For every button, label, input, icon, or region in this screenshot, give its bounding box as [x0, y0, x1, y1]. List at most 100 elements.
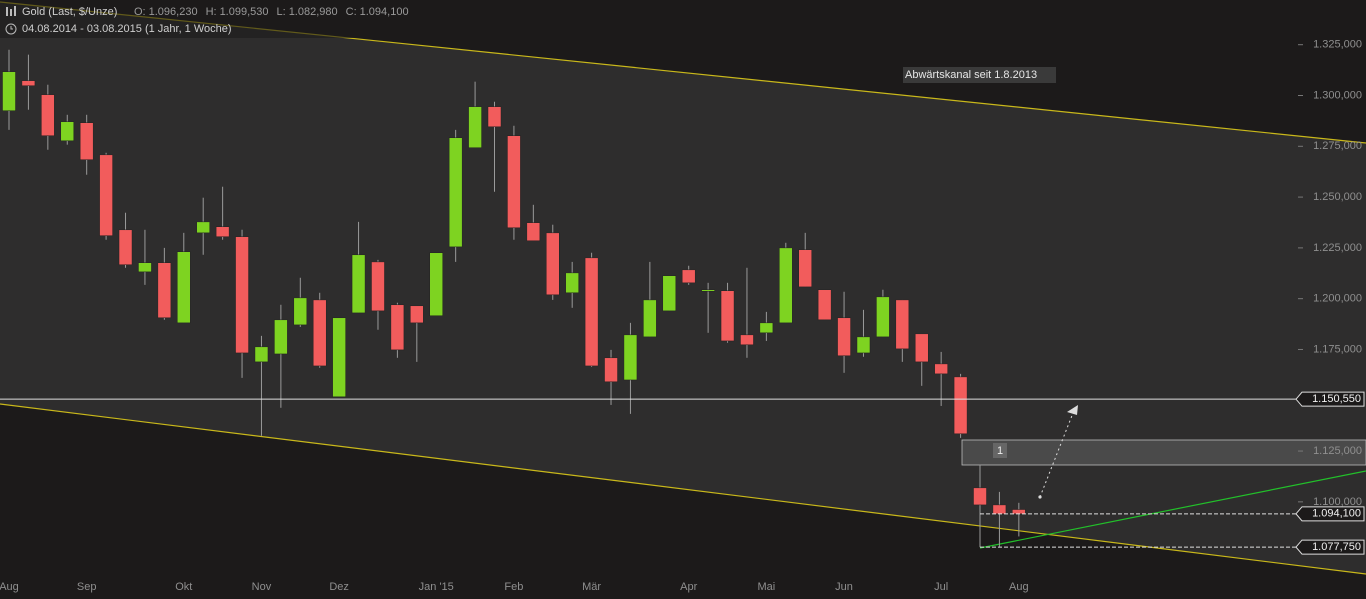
arrow-head	[1067, 405, 1078, 415]
annotation: Abwärtskanal seit 1.8.2013	[905, 69, 1037, 81]
candle-body	[351, 254, 366, 314]
candle-body	[565, 272, 579, 294]
plot	[2, 49, 1026, 548]
y-tick-label: 1.275,000	[1313, 140, 1362, 152]
candle-body	[235, 236, 249, 354]
arrow-line	[1039, 412, 1074, 498]
candle-body	[740, 334, 754, 346]
clock-icon	[5, 23, 17, 35]
candle-body	[953, 376, 968, 435]
zone-label-box	[993, 443, 1007, 458]
candle-body	[604, 357, 618, 383]
x-tick-label: Sep	[77, 581, 97, 593]
candle-body	[215, 226, 230, 237]
candle-body	[41, 94, 55, 136]
candle-body	[390, 304, 405, 351]
candle-body	[584, 257, 599, 367]
candle-body	[934, 363, 948, 375]
candle-body	[79, 122, 94, 160]
candle-body	[157, 262, 172, 319]
price-tag	[1295, 539, 1365, 555]
channel-lower	[0, 403, 1366, 575]
arrow-start	[1038, 495, 1042, 499]
candle-body	[643, 299, 657, 338]
x-tick-label: Mär	[582, 581, 601, 593]
candle-body	[876, 296, 890, 338]
header-value: 1.082,980	[289, 6, 338, 18]
header-key: H:	[206, 6, 217, 18]
x-tick-label: Mai	[758, 581, 776, 593]
support-line	[979, 470, 1366, 549]
candle-body	[2, 71, 16, 111]
zone-label: 1	[997, 445, 1003, 457]
price-tag	[1295, 506, 1365, 522]
y-tick-label: 1.250,000	[1313, 191, 1362, 203]
x-tick-label: Apr	[680, 581, 697, 593]
candle-body	[526, 222, 541, 242]
y-tick-label: 1.175,000	[1313, 343, 1362, 355]
candle-body	[274, 319, 288, 355]
candle-body	[448, 137, 463, 248]
candle-body	[895, 299, 910, 350]
x-tick-label: Aug	[1009, 581, 1029, 593]
candle-body	[681, 269, 696, 284]
candle-body	[759, 322, 774, 334]
candle-body	[1012, 509, 1026, 515]
candle-body	[371, 261, 385, 312]
x-tick-label: Feb	[504, 581, 523, 593]
candle-body	[487, 106, 502, 128]
candle-body	[429, 252, 443, 316]
candle-body	[546, 232, 560, 296]
x-tick-label: Dez	[329, 581, 349, 593]
candle-body	[817, 289, 832, 321]
zone-box	[961, 439, 1366, 466]
candle-body	[196, 221, 210, 234]
candle-body	[914, 333, 929, 363]
header-icon	[6, 6, 16, 16]
y-tick-label: 1.225,000	[1313, 242, 1362, 254]
header-values: O: 1.096,230 H: 1.099,530 L: 1.082,980 C: 1.094…	[134, 6, 409, 18]
y-tick-label: 1.300,000	[1313, 89, 1362, 101]
y-tick-label: 1.100,000	[1313, 496, 1362, 508]
header-key: C:	[346, 6, 357, 18]
candle-body	[60, 121, 75, 142]
chart-subtitle: 04.08.2014 - 03.08.2015 (1 Jahr, 1 Woche…	[22, 23, 232, 35]
candle-body	[662, 275, 677, 312]
price-tag-label: 1.077,750	[1312, 541, 1361, 553]
header-key: O:	[134, 6, 146, 18]
y-tick-label: 1.125,000	[1313, 445, 1362, 457]
candle-body	[332, 317, 346, 398]
header-key: L:	[277, 6, 286, 18]
candle-body	[837, 317, 851, 357]
candle-body	[507, 135, 521, 229]
candle-body	[138, 262, 152, 273]
candle-body	[856, 336, 871, 354]
candle-body	[623, 334, 638, 381]
header-value: 1.099,530	[220, 6, 269, 18]
candle-body	[254, 346, 269, 363]
candle-body	[779, 247, 793, 324]
candle-body	[21, 80, 36, 86]
candle-body	[468, 106, 482, 148]
x-tick-label: Okt	[175, 581, 192, 593]
x-tick-label: Jul	[934, 581, 948, 593]
candle-body	[177, 251, 191, 324]
chart-title: Gold (Last, $/Unze)	[22, 6, 117, 18]
x-tick-label: Jun	[835, 581, 853, 593]
candle-body	[798, 249, 812, 288]
candle-body	[973, 487, 987, 506]
header-bg	[0, 0, 440, 38]
candle-body	[293, 297, 308, 326]
channel-fill	[0, 2, 1366, 574]
y-tick-label: 1.200,000	[1313, 293, 1362, 305]
x-tick-label: Nov	[252, 581, 272, 593]
candle-body	[701, 289, 715, 292]
clock-hand	[10, 26, 13, 30]
price-tag-label: 1.094,100	[1312, 508, 1361, 520]
x-tick-label: Aug	[0, 581, 19, 593]
x-tick-label: Jan '15	[419, 581, 454, 593]
candle-body	[118, 229, 133, 265]
header-value: 1.094,100	[360, 6, 409, 18]
candle-body	[410, 305, 424, 324]
